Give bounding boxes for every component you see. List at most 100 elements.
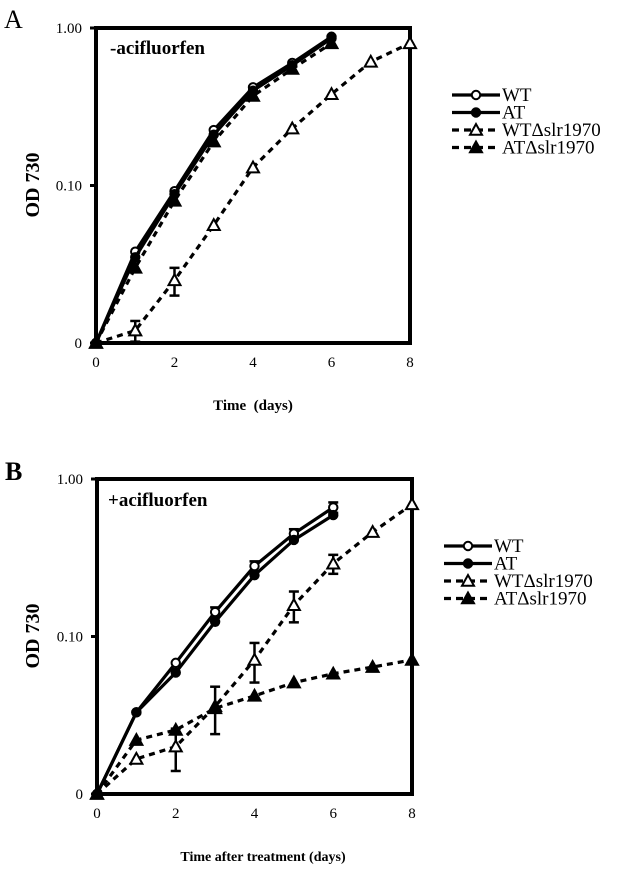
panel-a-y-ticks: 0 0.10 1.00 xyxy=(56,21,82,352)
panel-a-series-at-delta-line xyxy=(94,41,333,344)
panel-b-series-wt-delta-point xyxy=(246,651,263,666)
panel-b-series-at-point xyxy=(249,570,260,581)
panel-b-series-wt-point xyxy=(209,606,221,618)
legend-label-wt-delta: WTΔslr1970 xyxy=(502,120,601,141)
panel-a-annotation: -acifluorfen xyxy=(110,38,205,59)
panel-a-ytick-label: 1.00 xyxy=(56,21,82,37)
panel-b-series-at-delta-point xyxy=(364,658,381,673)
panel-b-ytick-label: 0.10 xyxy=(57,630,83,646)
panel-b-ytick-label: 1.00 xyxy=(57,472,83,488)
panel-b-axes-frame xyxy=(95,477,414,796)
panel-b-series-at-delta-point xyxy=(286,674,302,689)
legend-at-delta-point xyxy=(460,590,476,605)
panel-a-xtick-label: 4 xyxy=(249,355,257,371)
panel-b-series-wt-delta-point xyxy=(325,555,341,570)
panel-b-series-wt xyxy=(91,501,339,800)
panel-b-label: B xyxy=(5,457,22,486)
panel-b-series-at-point xyxy=(170,667,181,678)
panel-b-series-wt-delta xyxy=(89,496,420,800)
panel-a-series-at-point xyxy=(169,189,180,200)
panel-a-xtick-label: 2 xyxy=(171,355,179,371)
panel-b-series-at-delta-point xyxy=(404,651,420,666)
panel-a-series-at-point xyxy=(90,337,102,349)
panel-b-series-at-delta-point xyxy=(325,665,341,680)
legend-label-wt: WT xyxy=(502,85,532,106)
panel-b-y-ticks: 0 0.10 1.00 xyxy=(57,472,83,803)
panel-b-series-at-point xyxy=(131,707,142,718)
panel-a-ytick-label: 0 xyxy=(75,336,83,352)
panel-b-series-wt-delta-point xyxy=(168,738,184,753)
panel-b-series-at-delta-point xyxy=(128,732,145,746)
panel-b-series-wt-line xyxy=(95,506,335,795)
panel-a-series-wt-delta-point xyxy=(363,53,379,68)
legend-wt-delta-point xyxy=(460,572,476,587)
panel-b-series-at-delta-point xyxy=(207,700,223,715)
legend-at-point xyxy=(470,107,482,118)
legend-wt-point xyxy=(470,89,482,101)
legend-wt-point xyxy=(462,540,474,552)
panel-b-series-at-point xyxy=(91,788,103,800)
panel-b-ylabel: OD 730 xyxy=(22,604,44,669)
panel-b-legend: WT AT WTΔslr1970 ATΔslr1970 xyxy=(444,536,593,610)
panel-a-series-at-point xyxy=(247,85,259,96)
panel-a-legend: WT AT WTΔslr1970 ATΔslr1970 xyxy=(452,85,601,159)
legend-label-wt: WT xyxy=(494,536,524,557)
legend-at-point xyxy=(462,558,474,569)
panel-a-series-wt-delta-point xyxy=(402,35,418,50)
panel-a-xtick-label: 6 xyxy=(328,355,336,371)
panel-a-series-wt-delta-point xyxy=(323,86,340,100)
panel-a-series-at-delta xyxy=(88,35,340,349)
panel-a-series-wt xyxy=(90,31,337,349)
panel-b-series-wt-point xyxy=(249,560,260,572)
legend-wt-delta-point xyxy=(468,121,484,136)
legend-label-at: AT xyxy=(502,103,526,124)
panel-a-ylabel: OD 730 xyxy=(22,153,44,218)
panel-b-annotation: +acifluorfen xyxy=(108,490,208,511)
panel-a-label: A xyxy=(4,5,23,34)
panel-b-series-at-point xyxy=(209,616,221,627)
legend-label-at-delta: ATΔslr1970 xyxy=(502,138,594,159)
legend-label-wt-delta: WTΔslr1970 xyxy=(494,571,593,592)
panel-b-xtick-label: 2 xyxy=(172,806,180,822)
panel-b-xtick-label: 8 xyxy=(408,806,416,822)
panel-a-xlabel: Time (days) xyxy=(213,398,293,414)
panel-a-series-wt-delta-point xyxy=(245,159,261,174)
panel-a-series-wt-line xyxy=(94,35,333,344)
panel-a-ytick-label: 0.10 xyxy=(56,179,82,195)
panel-b-xlabel: Time after treatment (days) xyxy=(180,850,346,865)
panel-b-series-at-line xyxy=(95,513,335,795)
panel-b-series-wt-delta-point xyxy=(128,750,145,765)
panel-b-xtick-label: 0 xyxy=(93,806,101,822)
panel-b-xtick-label: 4 xyxy=(251,806,259,822)
panel-b-xtick-label: 6 xyxy=(330,806,338,822)
panel-b: B +acifluorfen OD 730 Time after treatme… xyxy=(5,457,593,865)
panel-b-series-wt-delta-point xyxy=(404,496,420,511)
panel-a-series-wt-delta-point xyxy=(166,272,183,287)
legend-label-at: AT xyxy=(494,554,518,575)
panel-a-series-wt-delta-point xyxy=(206,217,222,231)
panel-a-series-at-point xyxy=(287,60,298,71)
legend-label-at-delta: ATΔslr1970 xyxy=(494,589,586,610)
panel-a-x-ticks: 0 2 4 6 8 xyxy=(92,355,414,371)
panel-a-series-wt-delta-point xyxy=(127,322,143,337)
panel-a-series-at-line xyxy=(94,36,333,344)
panel-b-series-at-point xyxy=(328,509,339,521)
panel-a-series-at-point xyxy=(208,129,219,140)
panel-b-series-at xyxy=(91,509,339,800)
panel-a-series-at-point xyxy=(130,252,141,263)
panel-a-axes-frame xyxy=(94,26,412,345)
panel-a: A -acifluorfen OD 730 Time (days) 0 0.10… xyxy=(4,5,601,414)
panel-b-ytick-label: 0 xyxy=(76,787,84,803)
panel-b-series-at-point xyxy=(288,534,300,546)
panel-b-series-at-delta-point xyxy=(246,687,263,702)
panel-b-series-at-delta-line xyxy=(95,658,413,795)
panel-a-series-at xyxy=(90,33,337,349)
legend-at-delta-point xyxy=(468,139,484,154)
panel-a-series-wt-delta-point xyxy=(284,120,300,135)
panel-b-series-wt-delta-point xyxy=(364,524,381,538)
panel-b-series-at-delta-point xyxy=(168,721,184,736)
panel-a-plot-area xyxy=(88,26,418,349)
panel-a-xtick-label: 0 xyxy=(92,355,100,371)
panel-a-series-at-point xyxy=(326,33,337,44)
